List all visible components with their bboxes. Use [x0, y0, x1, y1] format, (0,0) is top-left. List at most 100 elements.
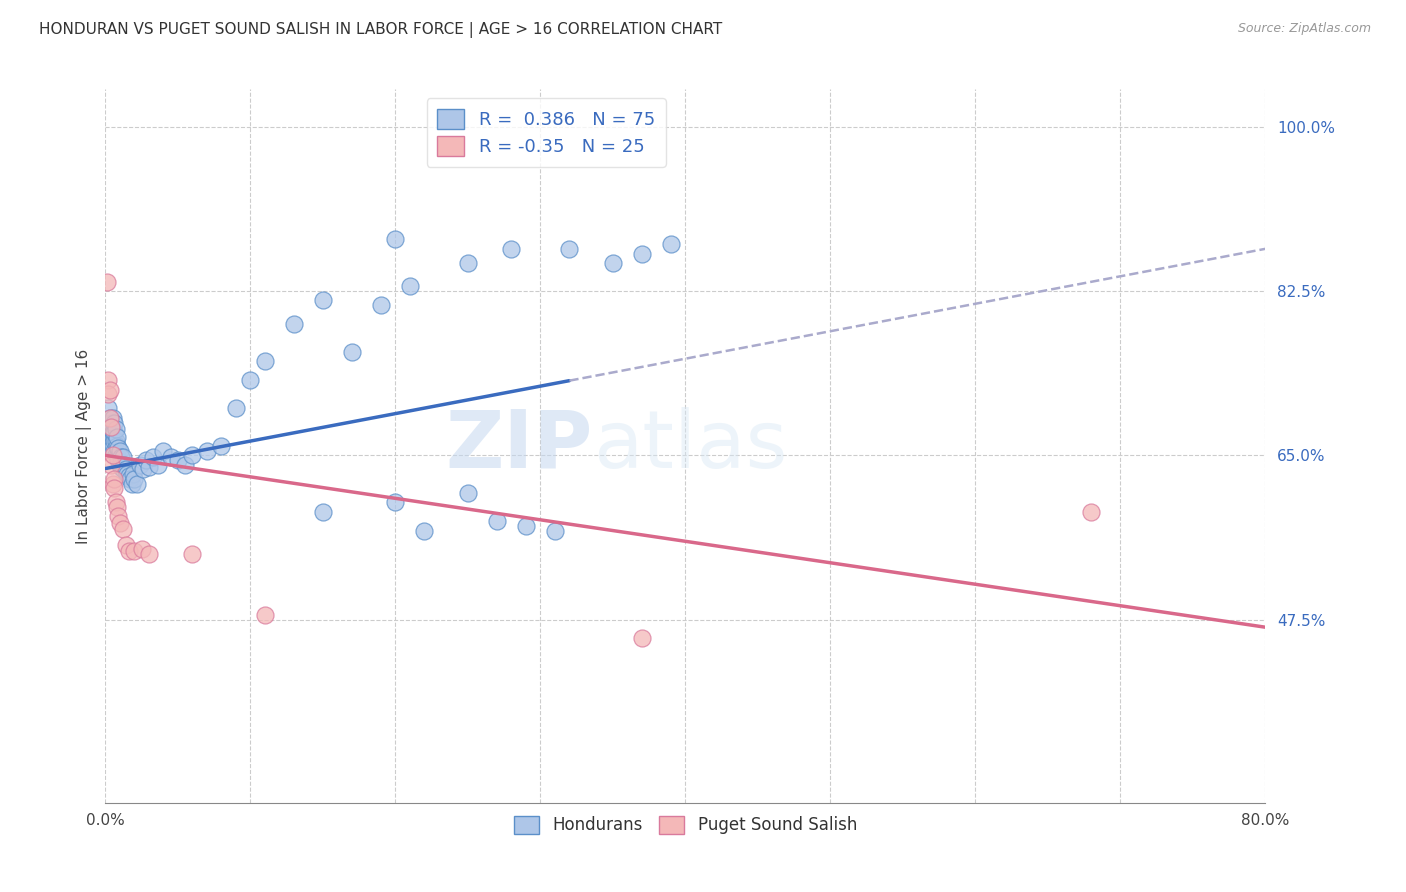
Point [174, 458, 197, 472]
Point [105, 450, 128, 465]
Point [138, 547, 160, 561]
Point [100, 420, 122, 434]
Legend: Hondurans, Puget Sound Salish: Hondurans, Puget Sound Salish [508, 809, 863, 841]
Point [97, 401, 120, 416]
Point [100, 425, 122, 439]
Point [211, 439, 233, 453]
Point [384, 232, 406, 246]
Point [104, 449, 127, 463]
Text: Source: ZipAtlas.com: Source: ZipAtlas.com [1237, 22, 1371, 36]
Point [142, 450, 165, 465]
Point [114, 538, 136, 552]
Y-axis label: In Labor Force | Age > 16: In Labor Force | Age > 16 [76, 349, 91, 543]
Point [108, 458, 131, 472]
Point [659, 237, 682, 252]
Point [132, 462, 155, 476]
Point [98, 420, 121, 434]
Point [413, 524, 436, 538]
Text: HONDURAN VS PUGET SOUND SALISH IN LABOR FORCE | AGE > 16 CORRELATION CHART: HONDURAN VS PUGET SOUND SALISH IN LABOR … [39, 22, 723, 38]
Point [107, 453, 129, 467]
Point [127, 476, 149, 491]
Point [98, 383, 121, 397]
Point [104, 495, 127, 509]
Point [103, 443, 125, 458]
Point [181, 547, 204, 561]
Point [101, 439, 124, 453]
Point [111, 522, 134, 536]
Point [104, 422, 127, 436]
Point [146, 458, 169, 472]
Point [103, 425, 125, 439]
Point [100, 416, 122, 430]
Point [111, 462, 134, 476]
Point [544, 524, 567, 538]
Point [485, 514, 508, 528]
Point [135, 453, 157, 467]
Point [312, 293, 335, 308]
Point [115, 467, 138, 482]
Point [340, 345, 363, 359]
Point [384, 495, 406, 509]
Point [111, 450, 134, 465]
Point [97, 387, 120, 401]
Point [631, 246, 654, 260]
Point [96, 275, 118, 289]
Point [98, 410, 121, 425]
Point [457, 486, 479, 500]
Point [107, 441, 129, 455]
Point [96, 420, 118, 434]
Point [103, 434, 125, 449]
Point [131, 542, 153, 557]
Point [138, 459, 160, 474]
Text: ZIP: ZIP [446, 407, 593, 485]
Point [107, 509, 129, 524]
Point [602, 256, 624, 270]
Point [114, 462, 136, 476]
Point [167, 453, 190, 467]
Point [122, 467, 145, 482]
Point [152, 443, 174, 458]
Text: atlas: atlas [593, 407, 787, 485]
Point [501, 242, 523, 256]
Point [121, 476, 143, 491]
Point [108, 516, 131, 530]
Point [1080, 505, 1102, 519]
Point [101, 449, 124, 463]
Point [399, 279, 422, 293]
Point [457, 256, 479, 270]
Point [370, 298, 392, 312]
Point [103, 472, 125, 486]
Point [97, 439, 120, 453]
Point [103, 481, 125, 495]
Point [195, 443, 218, 458]
Point [225, 401, 247, 416]
Point [110, 459, 132, 474]
Point [97, 373, 120, 387]
Point [105, 500, 128, 514]
Point [558, 242, 581, 256]
Point [515, 518, 537, 533]
Point [100, 434, 122, 449]
Point [181, 449, 204, 463]
Point [124, 544, 146, 558]
Point [101, 410, 124, 425]
Point [253, 354, 276, 368]
Point [129, 458, 152, 472]
Point [101, 476, 124, 491]
Point [283, 317, 305, 331]
Point [118, 544, 141, 558]
Point [631, 632, 654, 646]
Point [124, 472, 146, 486]
Point [110, 450, 132, 465]
Point [159, 450, 181, 465]
Point [101, 425, 124, 439]
Point [101, 429, 124, 443]
Point [105, 439, 128, 453]
Point [239, 373, 262, 387]
Point [118, 469, 141, 483]
Point [104, 434, 127, 449]
Point [312, 505, 335, 519]
Point [100, 458, 122, 472]
Point [108, 443, 131, 458]
Point [112, 458, 135, 472]
